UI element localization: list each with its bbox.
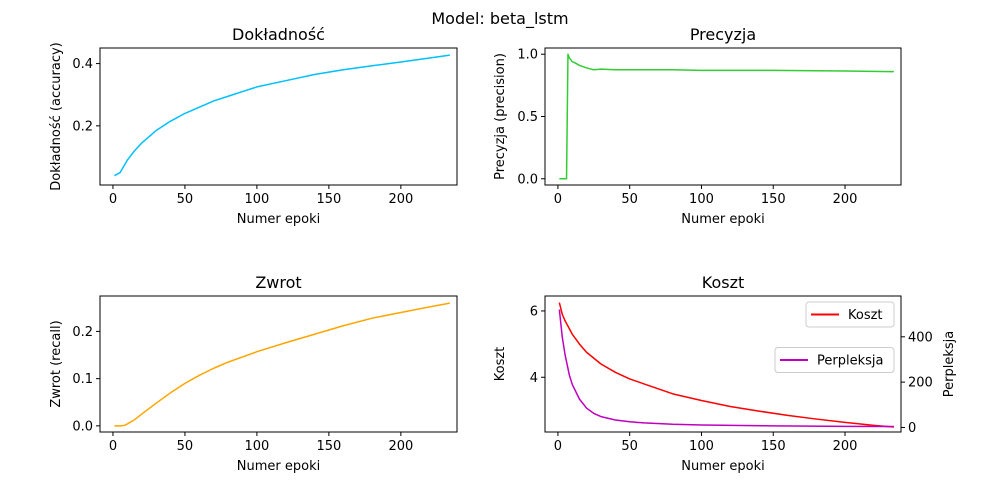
x-tick-label: 50	[621, 439, 638, 454]
x-tick-label: 0	[554, 439, 562, 454]
x-tick-label: 50	[177, 439, 194, 454]
axes-frame	[99, 295, 458, 433]
x-tick-label: 150	[761, 439, 786, 454]
x-tick-label: 200	[388, 192, 413, 207]
x-tick-label: 100	[689, 192, 714, 207]
x-tick-label: 150	[316, 439, 341, 454]
series-line-1	[114, 302, 450, 427]
y-right-axis-label: Perpleksja	[942, 331, 957, 397]
axes-frame	[99, 47, 458, 186]
legend-2: Perpleksja	[774, 347, 895, 373]
y-tick-label: 6	[530, 304, 538, 319]
y-right-tick-label: 0	[908, 421, 916, 436]
legend-label: Perpleksja	[817, 354, 883, 369]
axes-frame	[544, 295, 902, 433]
x-tick-label: 0	[109, 192, 117, 207]
y-tick-label: 1.0	[517, 48, 538, 63]
y-axis-label: Zwrot (recall)	[49, 320, 64, 407]
y-axis-label: Koszt	[493, 347, 508, 382]
subplot-2: Precyzja 0 50 100 150 200 0.0 0.5 1.0 Numer epoki…	[493, 25, 902, 227]
series-line-1	[558, 302, 894, 428]
x-tick-label: 100	[689, 439, 714, 454]
y-axis-label: Dokładność (accuracy)	[49, 42, 64, 190]
y-tick-label: 0.5	[517, 110, 538, 125]
x-tick-label: 200	[833, 192, 858, 207]
y-right-tick-label: 400	[908, 330, 933, 345]
x-tick-label: 150	[316, 192, 341, 207]
legend-box	[805, 301, 895, 328]
series-line-1	[559, 53, 894, 180]
x-tick-label: 0	[109, 439, 117, 454]
figure-suptitle: Model: beta_lstm	[431, 9, 568, 29]
subplot-3: Zwrot 0 50 100 150 200 0.0 0.1 0.2 Numer epoki Zwr…	[49, 273, 458, 474]
y-tick-label: 4	[530, 371, 538, 386]
series-line-1	[114, 54, 450, 177]
axes-frame	[544, 47, 902, 186]
x-tick-label: 200	[388, 439, 413, 454]
subplot-title: Dokładność	[232, 25, 325, 44]
subplot-4: Koszt 0 50 100 150 200 4 6 0 200 400 Numer epoki Kos…	[493, 273, 957, 474]
y-tick-label: 0.1	[72, 372, 93, 387]
y-tick-label: 0.0	[517, 172, 538, 187]
y-right-tick-label: 200	[908, 376, 933, 391]
subplot-1: Dokładność 0 50 100 150 200 0.2 0.4 Numer epoki D…	[49, 25, 458, 227]
x-tick-label: 50	[621, 192, 638, 207]
series-line-2	[558, 309, 894, 428]
charts-container: Dokładność 0 50 100 150 200 0.2 0.4 Numer epoki D…	[49, 25, 957, 474]
x-axis-label: Numer epoki	[237, 212, 320, 227]
legend-1: Koszt	[805, 301, 895, 328]
y-tick-label: 0.2	[72, 325, 93, 340]
y-tick-label: 0.4	[72, 57, 93, 72]
x-tick-label: 0	[554, 192, 562, 207]
x-axis-label: Numer epoki	[681, 212, 764, 227]
x-axis-label: Numer epoki	[237, 459, 320, 474]
x-tick-label: 100	[244, 439, 269, 454]
y-tick-label: 0.0	[72, 419, 93, 434]
x-tick-label: 200	[833, 439, 858, 454]
y-axis-label: Precyzja (precision)	[493, 53, 508, 180]
x-axis-label: Numer epoki	[681, 459, 764, 474]
subplot-title: Koszt	[702, 273, 745, 292]
x-tick-label: 150	[761, 192, 786, 207]
subplot-title: Zwrot	[255, 273, 301, 292]
legend-box	[774, 347, 895, 373]
x-tick-label: 100	[244, 192, 269, 207]
x-tick-label: 50	[177, 192, 194, 207]
subplot-title: Precyzja	[690, 25, 756, 44]
legend-label: Koszt	[848, 308, 883, 323]
y-tick-label: 0.2	[72, 119, 93, 134]
